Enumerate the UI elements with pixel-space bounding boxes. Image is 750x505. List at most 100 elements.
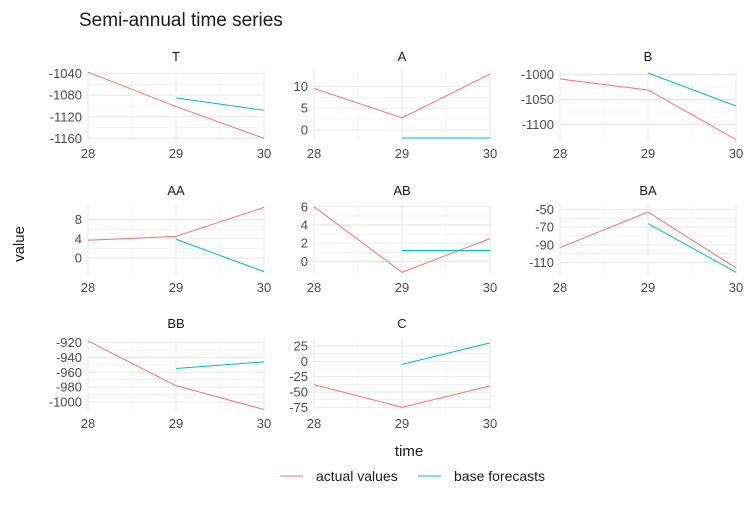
y-tick-label: -940 (56, 350, 82, 365)
y-tick-label: 8 (75, 212, 82, 227)
y-tick-label: -70 (535, 220, 554, 235)
actual-values-line (313, 73, 491, 119)
y-tick-label: -50 (289, 384, 308, 399)
y-tick-label: -1120 (50, 109, 82, 124)
x-tick-label: 30 (257, 280, 271, 295)
panel-grid (313, 205, 491, 275)
y-tick-label: 2 (301, 236, 308, 251)
y-tick-label: -1000 (49, 395, 82, 410)
panel-title: AB (393, 183, 410, 198)
x-tick-label: 28 (553, 280, 567, 295)
panel-ba: BA 28 29 30 -50 -70 -90 -110 (529, 183, 743, 295)
panel-title: BA (639, 183, 657, 198)
panel-bb: BB 28 29 30 -920-940-960-980-1000 (49, 316, 271, 431)
y-tick-label: 5 (301, 101, 308, 116)
y-axis-label: value (11, 226, 28, 262)
x-tick-label: 29 (395, 146, 409, 161)
base-forecasts-line (175, 238, 265, 273)
x-tick-label: 28 (553, 146, 567, 161)
actual-values-line (313, 206, 491, 273)
panel-grid (87, 338, 265, 411)
y-tick-label: -980 (56, 380, 82, 395)
y-tick-label: -920 (56, 335, 82, 350)
y-tick-label: 0 (75, 251, 82, 266)
legend-label: actual values (316, 468, 398, 484)
x-tick-label: 28 (81, 280, 95, 295)
x-tick-label: 30 (483, 280, 497, 295)
panel-c: C 28 29 30 250-25-50-75 (289, 316, 497, 431)
x-tick-label: 29 (169, 280, 183, 295)
x-tick-label: 28 (307, 416, 321, 431)
x-tick-label: 29 (641, 146, 655, 161)
x-tick-label: 30 (257, 416, 271, 431)
base-forecasts-line (401, 342, 491, 365)
panel-title: AA (167, 183, 185, 198)
x-tick-label: 29 (641, 280, 655, 295)
actual-values-line (559, 211, 737, 269)
y-tick-label: -90 (535, 237, 554, 252)
x-tick-label: 28 (307, 280, 321, 295)
y-tick-label: 25 (294, 338, 308, 353)
x-tick-label: 29 (395, 416, 409, 431)
y-tick-label: 4 (301, 218, 308, 233)
legend-item-base-forecasts: base forecasts (418, 468, 545, 484)
panel-grid (87, 71, 265, 141)
chart-title: Semi-annual time series (79, 10, 283, 31)
actual-values-line (559, 78, 737, 140)
x-axis-label: time (395, 443, 423, 460)
x-tick-label: 30 (729, 280, 743, 295)
y-tick-label: -110 (529, 255, 554, 270)
panel-aa: AA 28 29 30 8 4 0 (75, 183, 271, 295)
base-forecasts-line (647, 223, 737, 273)
y-tick-label: -960 (56, 365, 82, 380)
x-tick-label: 29 (169, 146, 183, 161)
base-forecasts-line (175, 361, 265, 370)
y-tick-label: 0 (301, 123, 308, 138)
y-tick-label: -50 (535, 202, 554, 217)
panel-grid (559, 71, 737, 141)
legend-label: base forecasts (454, 468, 545, 484)
y-tick-label: -1040 (49, 66, 82, 81)
x-tick-label: 30 (483, 416, 497, 431)
base-forecasts-line (175, 97, 265, 111)
legend: actual values base forecasts (280, 468, 545, 484)
panel-b: B 28 29 30 -1000 -1050 -1100 (521, 49, 743, 161)
base-forecasts-line (647, 72, 737, 107)
panel-grid (313, 71, 491, 141)
y-tick-label: -1160 (50, 131, 82, 146)
panel-title: B (644, 49, 653, 64)
x-tick-label: 28 (81, 146, 95, 161)
y-tick-label: -25 (289, 369, 308, 384)
panel-ab: AB 28 29 30 6 4 2 0 (301, 183, 497, 295)
legend-item-actual-values: actual values (280, 468, 398, 484)
y-tick-label: 6 (301, 199, 308, 214)
panel-a: A 28 29 30 10 5 0 (294, 49, 498, 161)
panel-title: T (172, 49, 180, 64)
y-tick-label: 4 (75, 231, 82, 246)
y-tick-label: -75 (289, 400, 308, 415)
y-tick-label: 0 (301, 354, 308, 369)
panel-title: BB (167, 316, 184, 331)
actual-values-line (313, 384, 491, 408)
y-tick-label: 0 (301, 254, 308, 269)
x-tick-label: 29 (395, 280, 409, 295)
actual-values-line (87, 340, 265, 410)
x-tick-label: 28 (81, 416, 95, 431)
panel-t: T 28 29 30 -1040 -1080 -1120 -1160 (49, 49, 271, 161)
y-tick-label: 10 (294, 79, 308, 94)
x-tick-label: 28 (307, 146, 321, 161)
x-tick-label: 29 (169, 416, 183, 431)
x-tick-label: 30 (257, 146, 271, 161)
panel-title: C (397, 316, 406, 331)
panel-title: A (398, 49, 407, 64)
panel-grid (87, 205, 265, 275)
y-tick-label: -1100 (522, 117, 554, 132)
y-tick-label: -1000 (521, 67, 554, 82)
actual-values-line (87, 71, 265, 139)
y-tick-label: -1080 (49, 88, 82, 103)
y-tick-label: -1050 (521, 92, 554, 107)
actual-values-line (87, 206, 265, 241)
x-tick-label: 30 (483, 146, 497, 161)
